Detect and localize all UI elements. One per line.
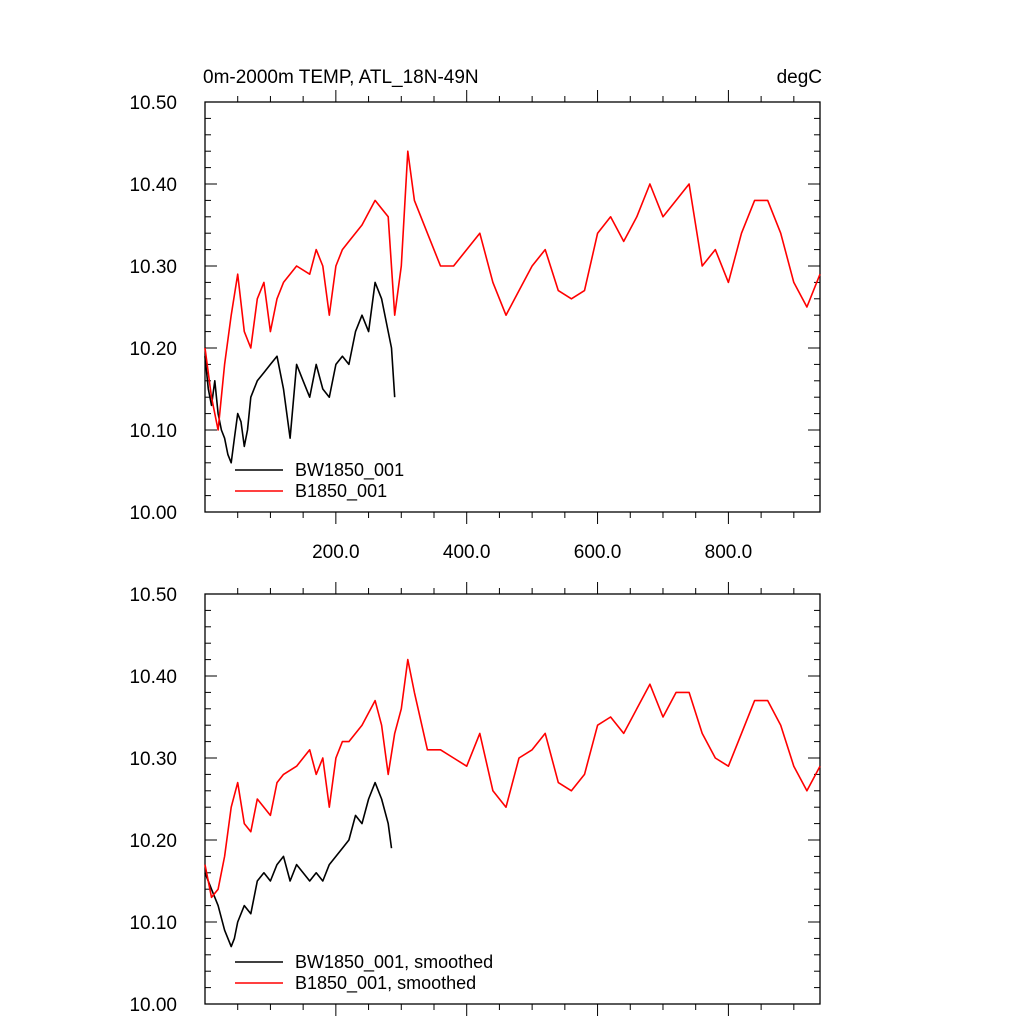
tick-group: 10.00 10.10 10.20 10.30 10.40 10.50 200.0 400.0… bbox=[129, 90, 820, 563]
series-line-1 bbox=[204, 658, 821, 899]
plot-frame bbox=[204, 101, 821, 513]
series-line-1 bbox=[204, 150, 821, 431]
legend-label: B1850_001, smoothed bbox=[295, 973, 476, 994]
x-tick-label: 600.0 bbox=[574, 542, 622, 563]
legend-label: BW1850_001 bbox=[295, 460, 404, 481]
y-tick-label: 10.40 bbox=[129, 667, 177, 688]
chart-title: 0m-2000m TEMP, ATL_18N-49N bbox=[203, 67, 479, 88]
units-label: degC bbox=[777, 67, 822, 88]
y-tick-label: 10.40 bbox=[129, 175, 177, 196]
y-tick-label: 10.20 bbox=[129, 339, 177, 360]
x-tick-label: 800.0 bbox=[705, 542, 753, 563]
plot-frame bbox=[204, 593, 821, 1005]
y-tick-label: 10.00 bbox=[129, 995, 177, 1016]
series-group bbox=[204, 658, 821, 948]
series-group bbox=[204, 150, 821, 464]
tick-group: 10.00 10.10 10.20 10.30 10.40 10.50 bbox=[129, 582, 820, 1016]
series-line-0 bbox=[204, 281, 396, 464]
y-tick-label: 10.20 bbox=[129, 831, 177, 852]
y-tick-label: 10.30 bbox=[129, 749, 177, 770]
y-tick-label: 10.10 bbox=[129, 421, 177, 442]
series-line-0 bbox=[204, 781, 393, 948]
y-tick-label: 10.10 bbox=[129, 913, 177, 934]
x-tick-label: 400.0 bbox=[443, 542, 491, 563]
legend-label: B1850_001 bbox=[295, 481, 387, 502]
y-tick-label: 10.00 bbox=[129, 503, 177, 524]
legend-label: BW1850_001, smoothed bbox=[295, 952, 493, 973]
y-tick-label: 10.50 bbox=[129, 93, 177, 114]
y-tick-label: 10.50 bbox=[129, 585, 177, 606]
x-tick-label: 200.0 bbox=[312, 542, 360, 563]
top-panel: 0m-2000m TEMP, ATL_18N-49N degC 10.0010.… bbox=[129, 67, 822, 563]
y-tick-label: 10.30 bbox=[129, 257, 177, 278]
bottom-panel: 10.00 10.10 10.20 10.30 10.40 10.50 BW1850_00… bbox=[129, 582, 821, 1016]
